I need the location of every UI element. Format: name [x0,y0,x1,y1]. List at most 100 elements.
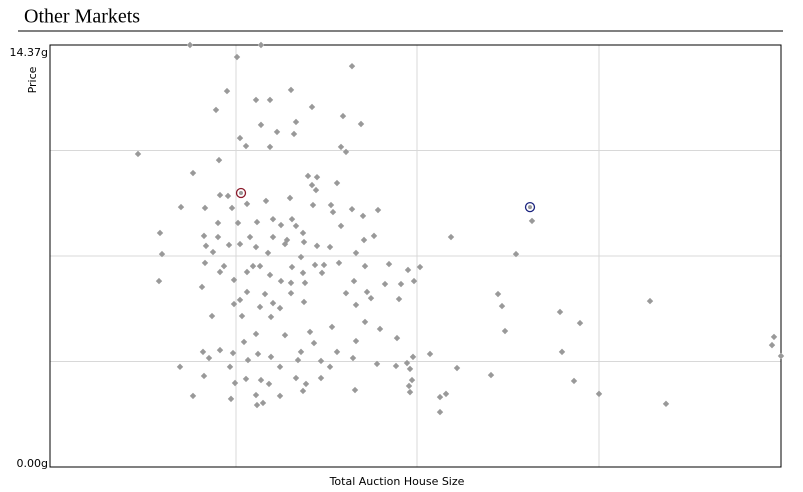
data-point [309,201,317,209]
data-point [409,353,417,361]
data-point [326,363,334,371]
data-point [236,296,244,304]
data-point [252,391,260,399]
data-point [329,208,337,216]
highlight-dot [239,191,243,196]
data-point [404,266,412,274]
data-point [199,348,207,356]
data-point [216,346,224,354]
data-point [302,380,310,388]
data-point [342,148,350,156]
data-point [313,242,321,250]
data-point [646,297,654,305]
data-point [216,191,224,199]
data-point [403,359,411,367]
data-point [487,371,495,379]
data-point [267,313,275,321]
data-point [273,128,281,136]
data-point [385,260,393,268]
data-point [352,301,360,309]
data-point [257,41,265,49]
data-point [202,242,210,250]
data-point [158,250,166,258]
data-point [342,289,350,297]
chart-title: Other Markets [24,6,140,28]
data-point [229,349,237,357]
data-point [348,62,356,70]
data-point [267,353,275,361]
data-point [266,96,274,104]
data-point [224,192,232,200]
data-point [252,243,260,251]
data-point [201,259,209,267]
data-point [337,143,345,151]
data-point [189,169,197,177]
data-point [416,263,424,271]
data-point [352,337,360,345]
data-point [528,217,536,225]
data-point [350,277,358,285]
data-point [269,233,277,241]
data-point [360,236,368,244]
data-point [352,249,360,257]
data-point [359,212,367,220]
data-point [208,312,216,320]
data-point [257,121,265,129]
data-point [214,233,222,241]
data-point [287,279,295,287]
data-point [265,380,273,388]
data-point [299,387,307,395]
data-point [320,261,328,269]
data-point [236,134,244,142]
data-point [770,333,778,341]
data-point [200,372,208,380]
data-point [317,374,325,382]
data-point [453,364,461,372]
data-point [212,106,220,114]
y-axis-label: Price [26,66,39,93]
data-point [292,118,300,126]
data-point [228,204,236,212]
data-point [177,203,185,211]
data-point [333,348,341,356]
data-point [313,173,321,181]
data-point [155,277,163,285]
data-point [225,241,233,249]
data-point [269,299,277,307]
data-point [186,41,194,49]
data-point [312,186,320,194]
data-point [176,363,184,371]
data-point [288,263,296,271]
data-point [262,197,270,205]
data-point [230,276,238,284]
data-point [408,376,416,384]
data-point [373,360,381,368]
data-point [348,205,356,213]
data-point [498,302,506,310]
data-point [381,280,389,288]
data-point [351,386,359,394]
data-point [447,233,455,241]
data-point [317,357,325,365]
data-point [361,318,369,326]
data-point [226,363,234,371]
data-point [426,350,434,358]
data-point [576,319,584,327]
data-point [266,271,274,279]
data-point [570,377,578,385]
data-point [406,388,414,396]
data-point [405,382,413,390]
data-point [264,249,272,257]
data-point [281,240,289,248]
data-point [252,96,260,104]
data-point [276,363,284,371]
data-point [261,290,269,298]
data-point [215,156,223,164]
data-point [189,392,197,400]
data-point [287,289,295,297]
data-point [238,312,246,320]
data-point [299,269,307,277]
data-point [768,341,776,349]
data-point [436,408,444,416]
data-point [256,262,264,270]
